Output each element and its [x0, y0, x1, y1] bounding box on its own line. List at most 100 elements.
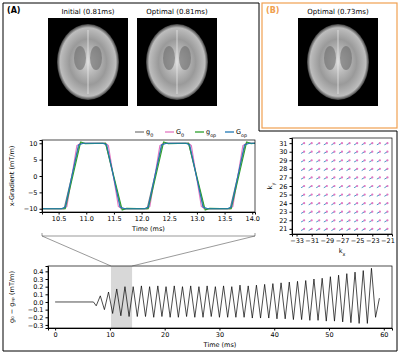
tick-label: −0.1	[28, 306, 44, 314]
legend: g0G0gopGop	[135, 128, 247, 139]
point	[386, 176, 388, 178]
brain-structure	[163, 46, 175, 70]
label-subscript: x	[342, 251, 345, 257]
plot-area	[42, 142, 255, 210]
point	[386, 142, 388, 144]
point	[303, 202, 305, 204]
point	[356, 151, 358, 153]
x-axis-title: Time (ms)	[203, 341, 237, 349]
connector-line	[132, 236, 255, 266]
point	[348, 151, 350, 153]
point	[356, 228, 358, 230]
point	[303, 193, 305, 195]
point	[371, 151, 373, 153]
panel-label: (B)	[266, 6, 279, 15]
point	[371, 228, 373, 230]
point	[311, 159, 313, 161]
point	[341, 151, 343, 153]
tick: −10	[24, 205, 42, 213]
axis: 10.511.011.512.012.513.013.514.0	[43, 212, 260, 223]
tick-label: 21	[279, 225, 287, 233]
tick-mark	[40, 160, 43, 161]
point	[303, 219, 305, 221]
y-axis-title: g₀ − gₒₚ (mT/m)	[8, 271, 16, 323]
tick-mark	[290, 177, 293, 178]
point	[364, 228, 366, 230]
point	[348, 168, 350, 170]
chart: −33−31−29−27−25−23−212122232425262728293…	[266, 138, 395, 257]
point	[318, 176, 320, 178]
tick: 12.5	[163, 212, 177, 223]
tick: 0.3	[33, 276, 48, 284]
point	[348, 211, 350, 213]
tick-mark	[46, 302, 49, 303]
tick: 12.0	[135, 212, 149, 223]
point	[311, 202, 313, 204]
tick: 10.5	[52, 212, 66, 223]
point	[379, 176, 381, 178]
tick: 10	[106, 328, 114, 339]
tick: 25	[279, 191, 292, 199]
panel-frame	[3, 3, 397, 351]
point	[371, 211, 373, 213]
tick-mark	[290, 229, 293, 230]
tick: 27	[279, 174, 292, 182]
tick-label: 29	[279, 157, 287, 165]
y-axis-title: ky	[266, 183, 277, 190]
tick-mark	[290, 186, 293, 187]
point	[348, 176, 350, 178]
brain	[146, 24, 208, 100]
point	[341, 176, 343, 178]
tick-mark	[290, 195, 293, 196]
tick: 11.0	[80, 212, 94, 223]
point	[311, 176, 313, 178]
tick: 0	[33, 173, 42, 181]
point	[318, 159, 320, 161]
point	[326, 176, 328, 178]
point	[379, 228, 381, 230]
tick: 28	[279, 165, 292, 173]
tick-mark	[290, 160, 293, 161]
point	[303, 159, 305, 161]
tick-label: 0.3	[33, 276, 43, 284]
tick-label: 25	[279, 191, 287, 199]
axis: 0102030405060	[49, 328, 393, 339]
point	[364, 219, 366, 221]
panel-label: (A)	[7, 6, 21, 15]
tick: 60	[380, 328, 388, 339]
tick-label: 10.5	[52, 215, 66, 223]
point	[303, 228, 305, 230]
tick: 22	[279, 217, 292, 225]
figure: (A)(B)Initial (0.81ms)Optimal (0.81ms)Op…	[0, 0, 400, 354]
tick-label: −29	[320, 237, 334, 245]
brain	[57, 24, 119, 100]
plot-frame	[292, 138, 392, 234]
point	[356, 176, 358, 178]
point	[364, 168, 366, 170]
plot-frame	[42, 140, 255, 212]
point	[341, 193, 343, 195]
tick-label: −27	[336, 237, 350, 245]
brain-structure	[324, 46, 336, 70]
axis-line	[40, 141, 43, 213]
tick-label: 26	[279, 183, 287, 191]
brain-structure	[88, 30, 89, 94]
brain-structure	[177, 30, 178, 94]
point	[326, 168, 328, 170]
tick: 0.1	[33, 291, 48, 299]
point	[371, 176, 373, 178]
image-title: Initial (0.81ms)	[61, 8, 114, 16]
point	[333, 228, 335, 230]
brain-structure	[90, 46, 102, 70]
series-line	[42, 143, 255, 208]
legend-swatch	[135, 131, 144, 132]
point	[311, 219, 313, 221]
point	[341, 228, 343, 230]
tick-label: 0	[54, 331, 58, 339]
tick-label: 30	[279, 148, 287, 156]
tick-label: 11.5	[107, 215, 121, 223]
tick: −0.3	[28, 322, 48, 330]
point	[311, 211, 313, 213]
label-subscript: op	[210, 132, 216, 139]
point	[348, 185, 350, 187]
